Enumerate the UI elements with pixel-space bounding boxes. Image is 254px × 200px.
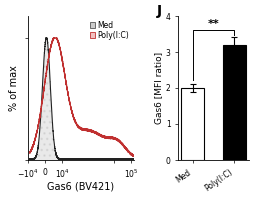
Legend: Med, Poly(I:C): Med, Poly(I:C) [89,20,130,40]
Y-axis label: Gas6 [MFI ratio]: Gas6 [MFI ratio] [154,52,163,124]
X-axis label: Gas6 (BV421): Gas6 (BV421) [47,181,115,191]
Text: **: ** [208,19,219,29]
Bar [181,88,204,160]
Y-axis label: % of max: % of max [9,65,19,111]
Bar [223,45,246,160]
Text: J: J [157,4,162,18]
